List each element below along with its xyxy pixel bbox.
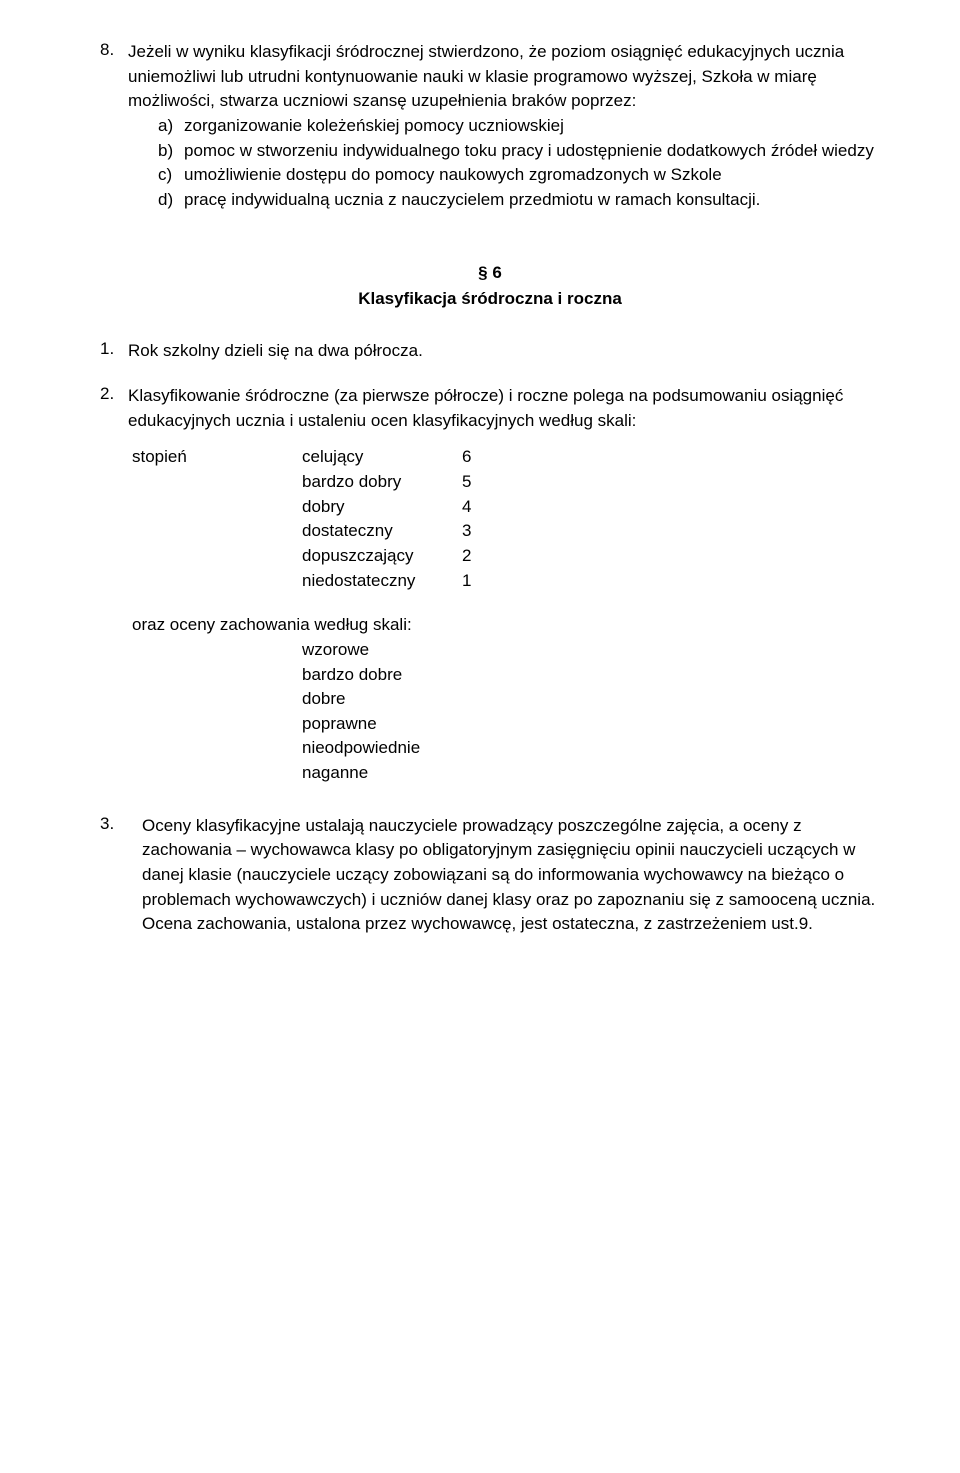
behavior-item: nieodpowiednie bbox=[302, 736, 880, 761]
item-number: 8. bbox=[100, 40, 128, 212]
grade-names-col: celujący bardzo dobry dobry dostateczny … bbox=[302, 445, 462, 593]
sub-label: d) bbox=[158, 188, 184, 213]
section-number: § 6 bbox=[100, 260, 880, 286]
behavior-list: wzorowe bardzo dobre dobre poprawne nieo… bbox=[132, 638, 880, 786]
grade-name: dopuszczający bbox=[302, 544, 462, 569]
grade-name: dostateczny bbox=[302, 519, 462, 544]
section-heading: § 6 Klasyfikacja śródroczna i roczna bbox=[100, 260, 880, 311]
behavior-item: poprawne bbox=[302, 712, 880, 737]
grade-value: 2 bbox=[462, 544, 492, 569]
grade-name: celujący bbox=[302, 445, 462, 470]
item-text: Rok szkolny dzieli się na dwa półrocza. bbox=[128, 339, 880, 364]
list-item-8: 8. Jeżeli w wyniku klasyfikacji śródrocz… bbox=[100, 40, 880, 212]
grade-name: bardzo dobry bbox=[302, 470, 462, 495]
item-number: 3. bbox=[100, 814, 142, 937]
section-title: Klasyfikacja śródroczna i roczna bbox=[100, 286, 880, 312]
sub-item-a: a) zorganizowanie koleżeńskiej pomocy uc… bbox=[158, 114, 880, 139]
list-item-1: 1. Rok szkolny dzieli się na dwa półrocz… bbox=[100, 339, 880, 364]
sub-item-c: c) umożliwienie dostępu do pomocy naukow… bbox=[158, 163, 880, 188]
item-text: Oceny klasyfikacyjne ustalają nauczyciel… bbox=[142, 814, 880, 937]
spacer bbox=[100, 370, 880, 384]
sub-item-b: b) pomoc w stworzeniu indywidualnego tok… bbox=[158, 139, 880, 164]
item-body: Jeżeli w wyniku klasyfikacji śródrocznej… bbox=[128, 42, 844, 110]
behavior-header: oraz oceny zachowania według skali: bbox=[132, 613, 880, 638]
behavior-item: dobre bbox=[302, 687, 880, 712]
item-text: Jeżeli w wyniku klasyfikacji śródrocznej… bbox=[128, 40, 880, 212]
grade-scale-table: stopień celujący bardzo dobry dobry dost… bbox=[132, 445, 880, 593]
grade-name: niedostateczny bbox=[302, 569, 462, 594]
sub-text: zorganizowanie koleżeńskiej pomocy uczni… bbox=[184, 114, 880, 139]
sub-text: umożliwienie dostępu do pomocy naukowych… bbox=[184, 163, 880, 188]
behavior-scale-block: oraz oceny zachowania według skali: wzor… bbox=[132, 613, 880, 785]
grade-values-col: 6 5 4 3 2 1 bbox=[462, 445, 492, 593]
sub-label: c) bbox=[158, 163, 184, 188]
document-page: 8. Jeżeli w wyniku klasyfikacji śródrocz… bbox=[0, 0, 960, 1003]
grade-value: 1 bbox=[462, 569, 492, 594]
list-item-3: 3. Oceny klasyfikacyjne ustalają nauczyc… bbox=[100, 814, 880, 937]
grade-label-col: stopień bbox=[132, 445, 302, 593]
sub-text: pracę indywidualną ucznia z nauczycielem… bbox=[184, 188, 880, 213]
grade-value: 6 bbox=[462, 445, 492, 470]
item-text: Klasyfikowanie śródroczne (za pierwsze p… bbox=[128, 384, 880, 433]
behavior-item: naganne bbox=[302, 761, 880, 786]
grade-value: 4 bbox=[462, 495, 492, 520]
sub-item-d: d) pracę indywidualną ucznia z nauczycie… bbox=[158, 188, 880, 213]
list-item-2: 2. Klasyfikowanie śródroczne (za pierwsz… bbox=[100, 384, 880, 433]
sub-list: a) zorganizowanie koleżeńskiej pomocy uc… bbox=[128, 114, 880, 213]
grade-name: dobry bbox=[302, 495, 462, 520]
item-number: 2. bbox=[100, 384, 128, 433]
grade-value: 5 bbox=[462, 470, 492, 495]
behavior-item: wzorowe bbox=[302, 638, 880, 663]
grade-label: stopień bbox=[132, 445, 302, 470]
item-number: 1. bbox=[100, 339, 128, 364]
sub-label: a) bbox=[158, 114, 184, 139]
grade-value: 3 bbox=[462, 519, 492, 544]
sub-label: b) bbox=[158, 139, 184, 164]
behavior-item: bardzo dobre bbox=[302, 663, 880, 688]
sub-text: pomoc w stworzeniu indywidualnego toku p… bbox=[184, 139, 880, 164]
